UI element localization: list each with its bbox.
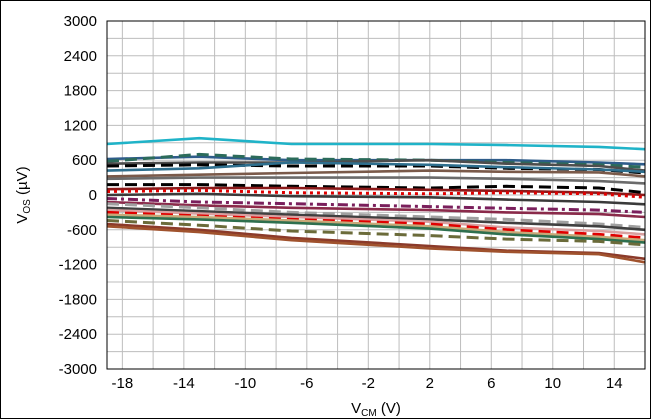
x-tick-label: -6: [300, 375, 313, 392]
series-line-4: [106, 158, 646, 172]
y-tick-label: 3000: [64, 13, 97, 30]
x-tick-label: 2: [426, 375, 434, 392]
x-tick-label: 6: [487, 375, 495, 392]
x-tick-label: -2: [362, 375, 375, 392]
series-line-11: [106, 188, 646, 199]
y-axis-label: VOS (µV): [14, 166, 33, 223]
series-line-13: [106, 197, 646, 214]
x-tick-label: -18: [112, 375, 134, 392]
series-line-6: [106, 161, 646, 174]
series-line-23: [106, 225, 646, 264]
x-tick-label: 10: [544, 375, 561, 392]
x-tick-label: -10: [234, 375, 256, 392]
series-line-19: [106, 213, 646, 242]
y-tick-label: -1800: [59, 291, 97, 308]
y-tick-label: 1200: [64, 117, 97, 134]
y-tick-label: -3000: [59, 361, 97, 378]
series-line-17: [106, 208, 646, 236]
plot-border: [106, 20, 646, 370]
y-tick-label: -2400: [59, 326, 97, 343]
x-tick-label: 14: [606, 375, 623, 392]
series-line-14: [106, 200, 646, 219]
y-tick-label: 2400: [64, 48, 97, 65]
series-line-9: [107, 183, 646, 195]
y-tick-label: 0: [89, 187, 97, 204]
series-line-20: [106, 215, 646, 244]
y-tick-label: 600: [72, 152, 97, 169]
series-line-7: [106, 169, 646, 178]
series-line-8: [106, 176, 646, 185]
series-line-15: [106, 202, 646, 229]
y-tick-label: 1800: [64, 83, 97, 100]
y-tick-label: -600: [67, 222, 97, 239]
x-axis-label: VCM (V): [351, 400, 401, 418]
series-group: [106, 136, 646, 264]
series-line-12: [106, 192, 646, 206]
x-tick-label: -14: [173, 375, 195, 392]
series-line-16: [106, 206, 646, 232]
series-line-1: [106, 136, 646, 151]
y-tick-labels: -3000 -2400 -1800 -1200 -600 0 600 1200 1800 2400…: [59, 13, 97, 378]
series-line-21: [106, 219, 646, 247]
x-tick-labels: -18 -14 -10 -6 -2 2 6 10 14: [112, 375, 623, 392]
y-tick-label: -1200: [59, 257, 97, 274]
